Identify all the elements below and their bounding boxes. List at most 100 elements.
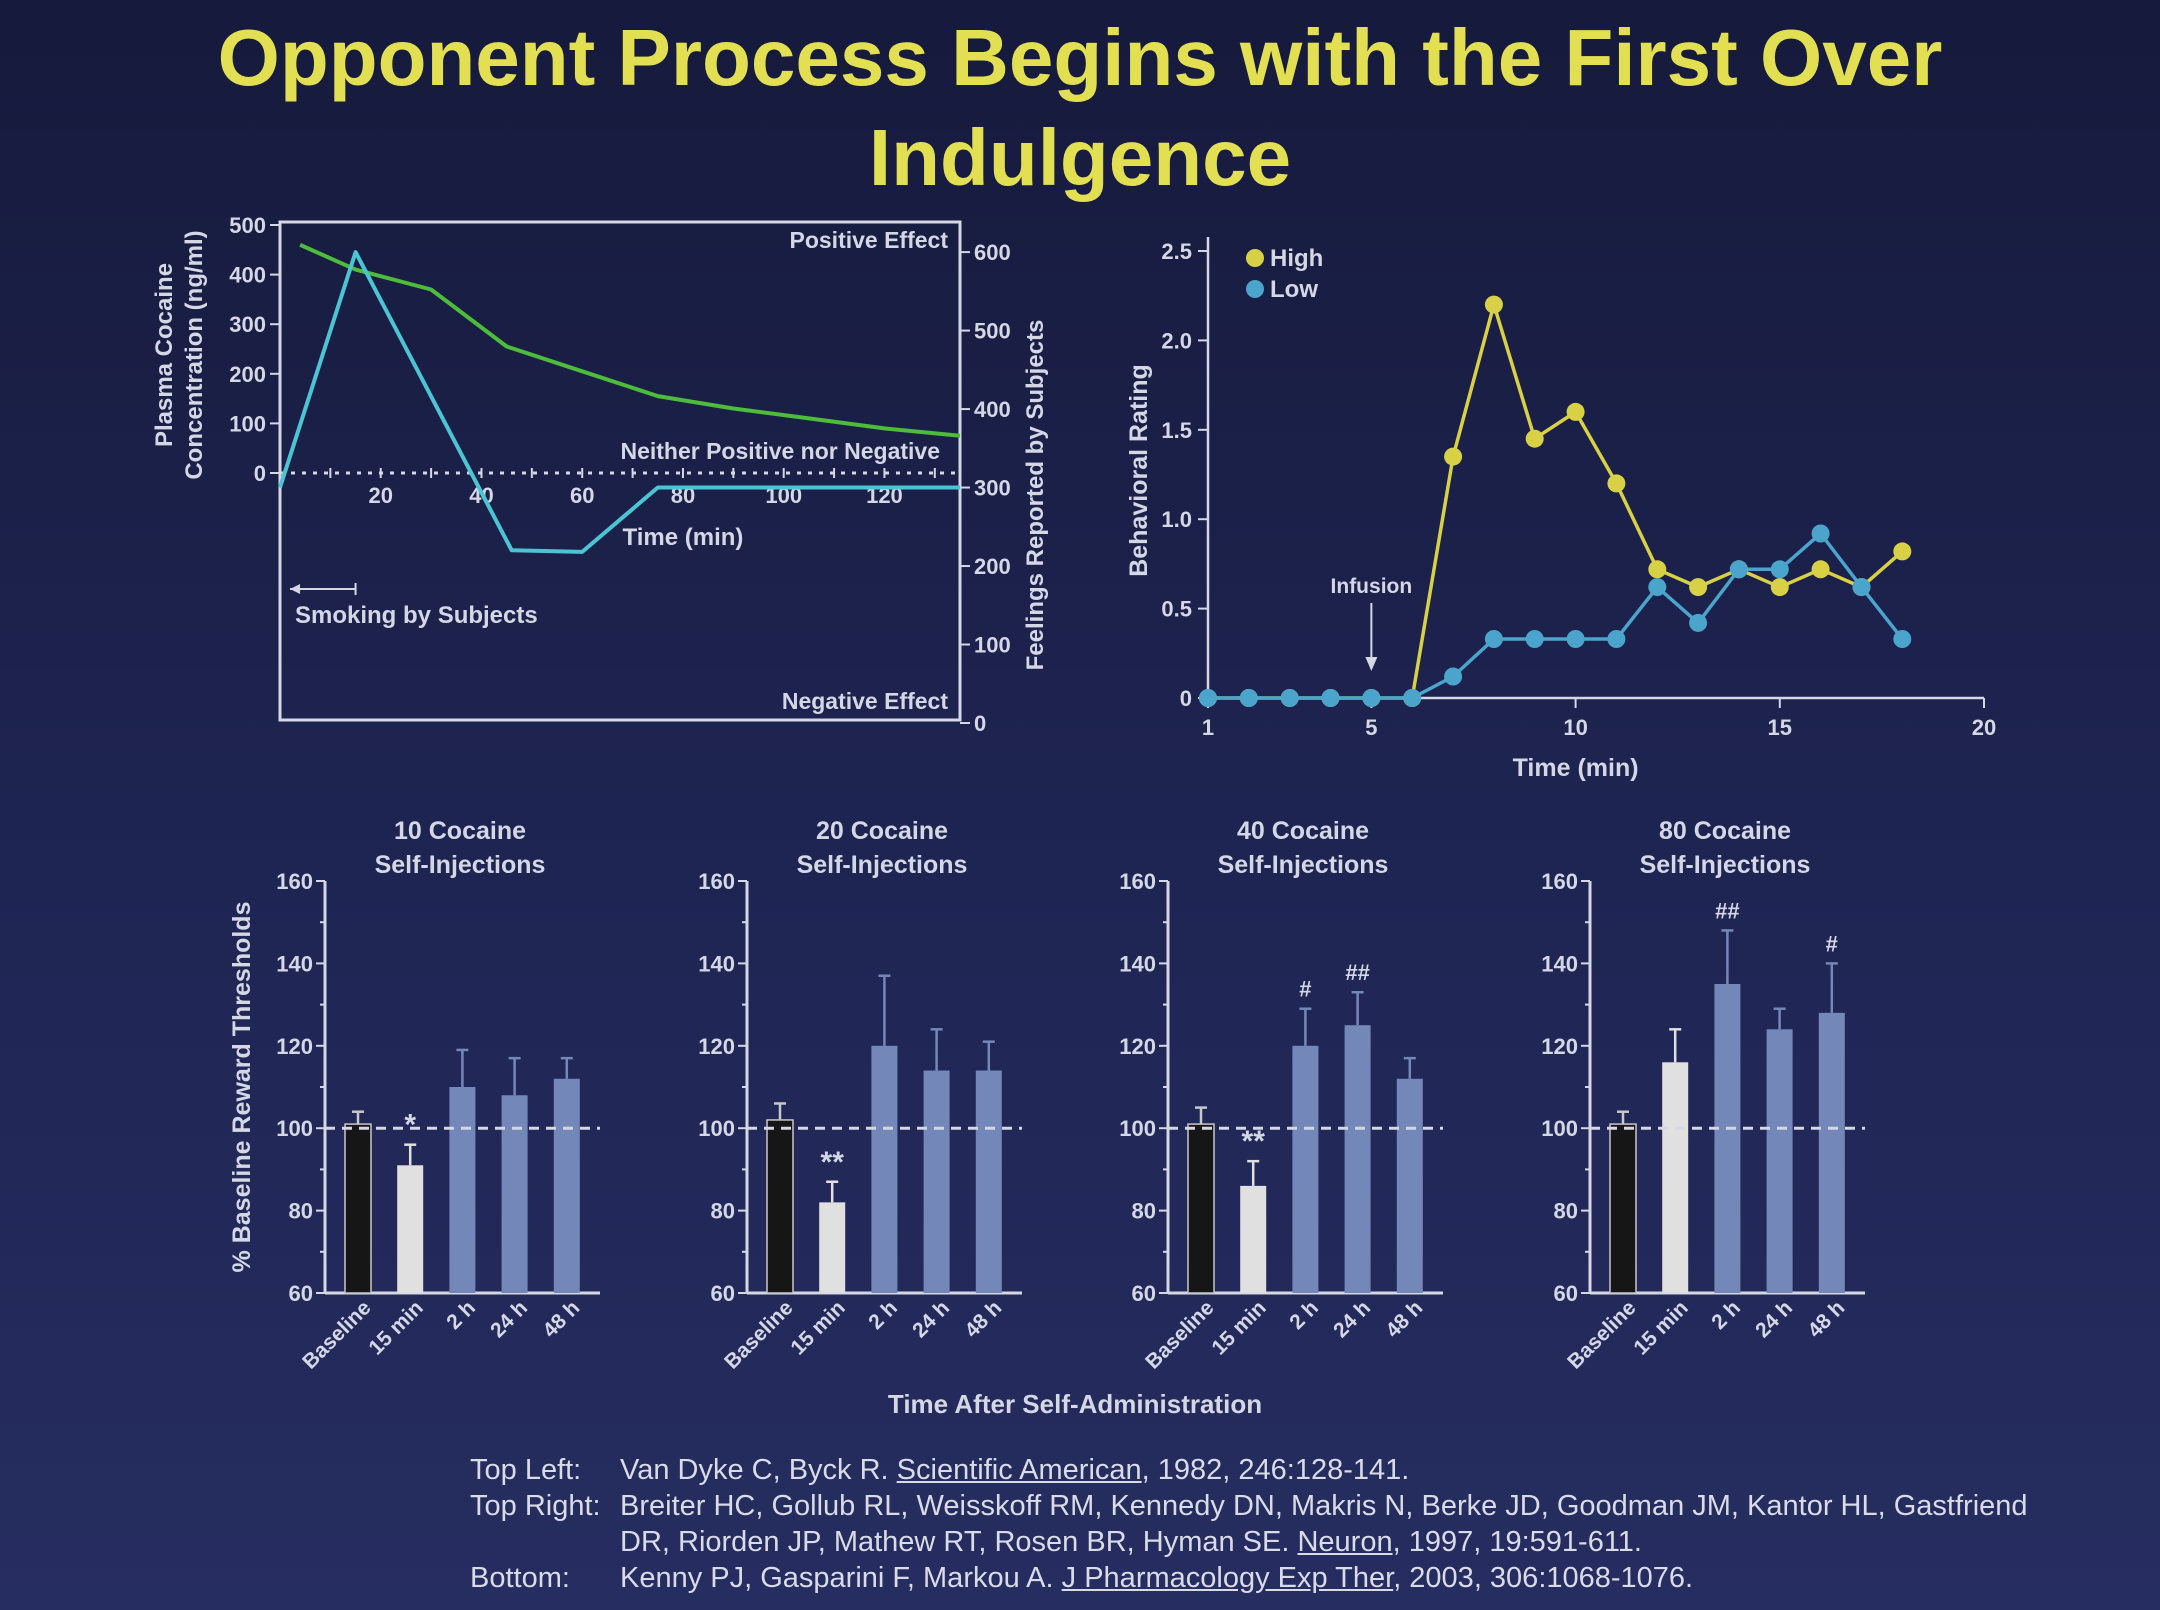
y-tick-label: 140 [1541, 951, 1578, 976]
data-point-high [1607, 474, 1626, 493]
right-axis-tick-label: 200 [974, 554, 1011, 579]
left-axis-tick-label: 300 [229, 312, 266, 337]
legend-label-high: High [1270, 245, 1323, 272]
data-point-low [1362, 689, 1381, 707]
bar-15-min [397, 1165, 424, 1293]
bar-panel-3: 40 Cocaine Self-Injections 60 80 100 120 140 16… [1119, 817, 1443, 1374]
y-tick-label: 60 [289, 1281, 313, 1306]
legend-marker-low [1246, 280, 1264, 298]
data-point-low [1444, 667, 1463, 686]
data-point-low [1607, 630, 1626, 648]
y-tick-label: 120 [1119, 1034, 1156, 1059]
bar-2-h [1292, 1045, 1319, 1293]
category-label: 48 h [538, 1296, 584, 1342]
y-tick-label: 0.5 [1161, 597, 1192, 622]
plot-frame [278, 220, 962, 722]
reference-label: Top Right: [470, 1490, 601, 1522]
reference-top-right: Top Right: Breiter HC, Gollub RL, Weissk… [470, 1488, 2070, 1560]
data-point-high [1689, 578, 1708, 597]
x-tick-label: 60 [570, 483, 594, 508]
reference-authors: Breiter HC, Gollub RL, Weisskoff RM, Ken… [620, 1490, 2028, 1558]
reference-details: , 1997, 19:591-611. [1392, 1526, 1642, 1558]
y-tick-label: 100 [1541, 1116, 1578, 1141]
reference-journal: J Pharmacology Exp Ther [1061, 1562, 1394, 1594]
bar-panel-2: 20 Cocaine Self-Injections 60 80 100 120 140 16… [698, 817, 1022, 1374]
bar-24-h [923, 1070, 950, 1293]
data-point-low [1321, 689, 1340, 707]
category-label: 48 h [1803, 1296, 1849, 1342]
y-tick-label: 160 [1119, 869, 1156, 894]
bar-baseline [766, 1119, 794, 1294]
x-tick-label: 20 [368, 483, 392, 508]
bar-2-h [449, 1087, 476, 1293]
x-tick-label: 20 [1972, 715, 1996, 740]
y-tick-label: 60 [1132, 1281, 1156, 1306]
x-axis-label: Time (min) [1513, 754, 1639, 782]
category-label: 24 h [908, 1296, 954, 1342]
category-label: 15 min [786, 1296, 849, 1359]
data-point-low [1484, 630, 1503, 648]
series-line-cocaine [299, 242, 961, 438]
data-point-high [1525, 429, 1544, 448]
significance-mark: ## [1715, 898, 1739, 923]
right-axis-tick-label: 600 [974, 240, 1011, 265]
bar-24-h [501, 1095, 528, 1293]
category-label: 15 min [364, 1296, 427, 1359]
bar-15-min [1662, 1062, 1689, 1293]
y-tick-label: 100 [276, 1116, 313, 1141]
y-tick-label: 1.0 [1161, 507, 1192, 532]
significance-mark: * [404, 1109, 416, 1142]
legend-label-low: Low [1270, 276, 1318, 303]
data-point-high [1893, 542, 1912, 561]
reference-details: , 1982, 246:128-141. [1141, 1454, 1410, 1486]
category-label: 48 h [1381, 1296, 1427, 1342]
y-tick-label: 160 [698, 869, 735, 894]
smoking-label: Smoking by Subjects [295, 602, 538, 629]
reference-journal: Scientific American [896, 1454, 1142, 1486]
bar-48-h [975, 1070, 1002, 1293]
y-tick-label: 60 [1554, 1281, 1578, 1306]
chart-bottom-bars: % Baseline Reward Thresholds Time After S… [228, 817, 1865, 1419]
y-tick-label: 80 [289, 1199, 313, 1224]
legend-marker-high [1246, 249, 1264, 267]
data-point-low [1770, 560, 1789, 579]
panel-title-line1: 20 Cocaine [816, 817, 948, 845]
data-point-high [1444, 447, 1463, 466]
negative-effect-label: Negative Effect [782, 688, 949, 714]
bar-48-h [1396, 1078, 1423, 1293]
y-tick-label: 1.5 [1161, 418, 1192, 443]
data-point-low [1566, 630, 1585, 648]
data-point-high [1811, 560, 1830, 579]
y-tick-label: 2.0 [1161, 328, 1192, 353]
category-label: 15 min [1629, 1296, 1692, 1359]
bar-panel-1: 10 Cocaine Self-Injections 60 80 100 120 140 16… [276, 817, 600, 1374]
data-point-low [1729, 560, 1748, 579]
slide-title: Opponent Process Begins with the First O… [217, 13, 1943, 202]
category-label: 24 h [1751, 1296, 1797, 1342]
bar-baseline [1609, 1123, 1637, 1294]
left-axis-tick-label: 400 [229, 263, 266, 288]
panel-title-line1: 40 Cocaine [1237, 817, 1369, 845]
bar-48-h [553, 1078, 580, 1293]
bar-15-min [1240, 1185, 1267, 1293]
x-tick-label: 5 [1365, 715, 1377, 740]
y-tick-label: 2.5 [1161, 239, 1192, 264]
data-point-high [1566, 402, 1585, 421]
significance-mark: ** [1242, 1125, 1266, 1158]
panel-title-line2: Self-Injections [375, 851, 546, 879]
x-tick-label: 15 [1768, 715, 1792, 740]
category-label: 15 min [1207, 1296, 1270, 1359]
bar-24-h [1344, 1025, 1371, 1293]
category-label: 2 h [1707, 1296, 1745, 1334]
data-point-low [1893, 630, 1912, 648]
data-point-high [1648, 560, 1667, 579]
series-line-feelings [278, 250, 960, 554]
data-point-low [1403, 689, 1422, 707]
left-axis-tick-label: 100 [229, 411, 266, 436]
y-tick-label: 120 [698, 1034, 735, 1059]
left-axis-tick-label: 0 [254, 461, 266, 486]
category-label: 2 h [1285, 1296, 1323, 1334]
left-axis-tick-label: 500 [229, 213, 266, 238]
significance-mark: # [1826, 931, 1838, 956]
y-tick-label: 120 [276, 1034, 313, 1059]
